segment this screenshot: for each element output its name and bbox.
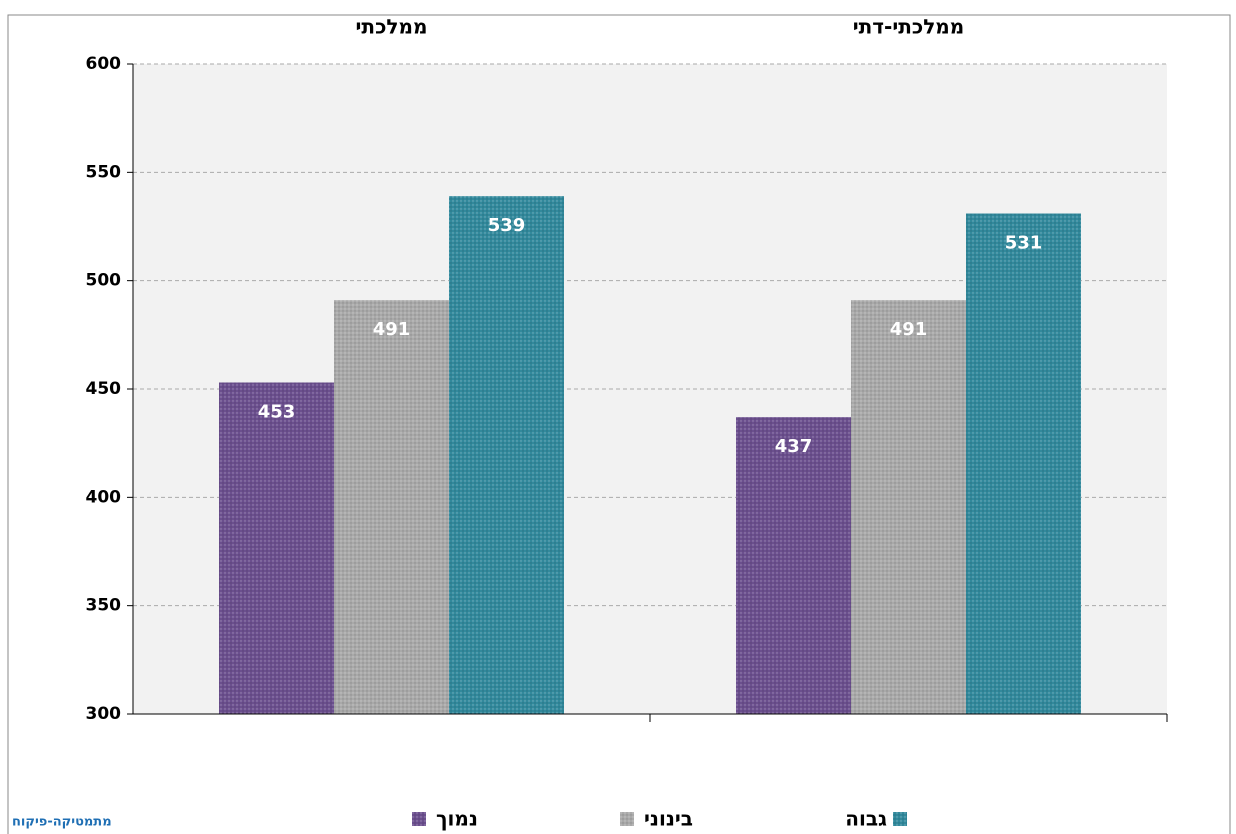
data-label: 437 (775, 436, 813, 457)
y-tick-label: 500 (86, 271, 122, 291)
bar-pattern (449, 196, 564, 714)
y-tick-label: 450 (86, 379, 122, 399)
y-tick-label: 400 (86, 487, 122, 507)
legend-label: בינוני (644, 807, 693, 831)
legend-label: גבוה (845, 807, 887, 831)
bar-pattern (966, 213, 1081, 714)
bar-pattern (334, 300, 449, 714)
data-label: 453 (258, 402, 296, 423)
data-label: 531 (1005, 233, 1043, 254)
y-tick-label: 350 (86, 596, 122, 616)
footer: מתמטיקה-פיקוח (12, 815, 112, 830)
legend-swatch-pattern (412, 812, 426, 826)
y-tick-label: 600 (86, 54, 122, 74)
data-label: 491 (373, 319, 411, 340)
category-label: ממלכתי (356, 15, 428, 39)
legend-label: נמוך (436, 807, 478, 831)
data-label: 539 (488, 215, 526, 236)
legend-swatch-pattern (620, 812, 634, 826)
legend-swatch-pattern (893, 812, 907, 826)
bar-pattern (736, 417, 851, 714)
data-label: 491 (890, 319, 928, 340)
bar-pattern (851, 300, 966, 714)
bar-pattern (219, 382, 334, 714)
y-tick-label: 550 (86, 162, 122, 182)
category-label: ממלכתי-דתי (853, 15, 965, 39)
y-tick-label: 300 (86, 704, 122, 724)
